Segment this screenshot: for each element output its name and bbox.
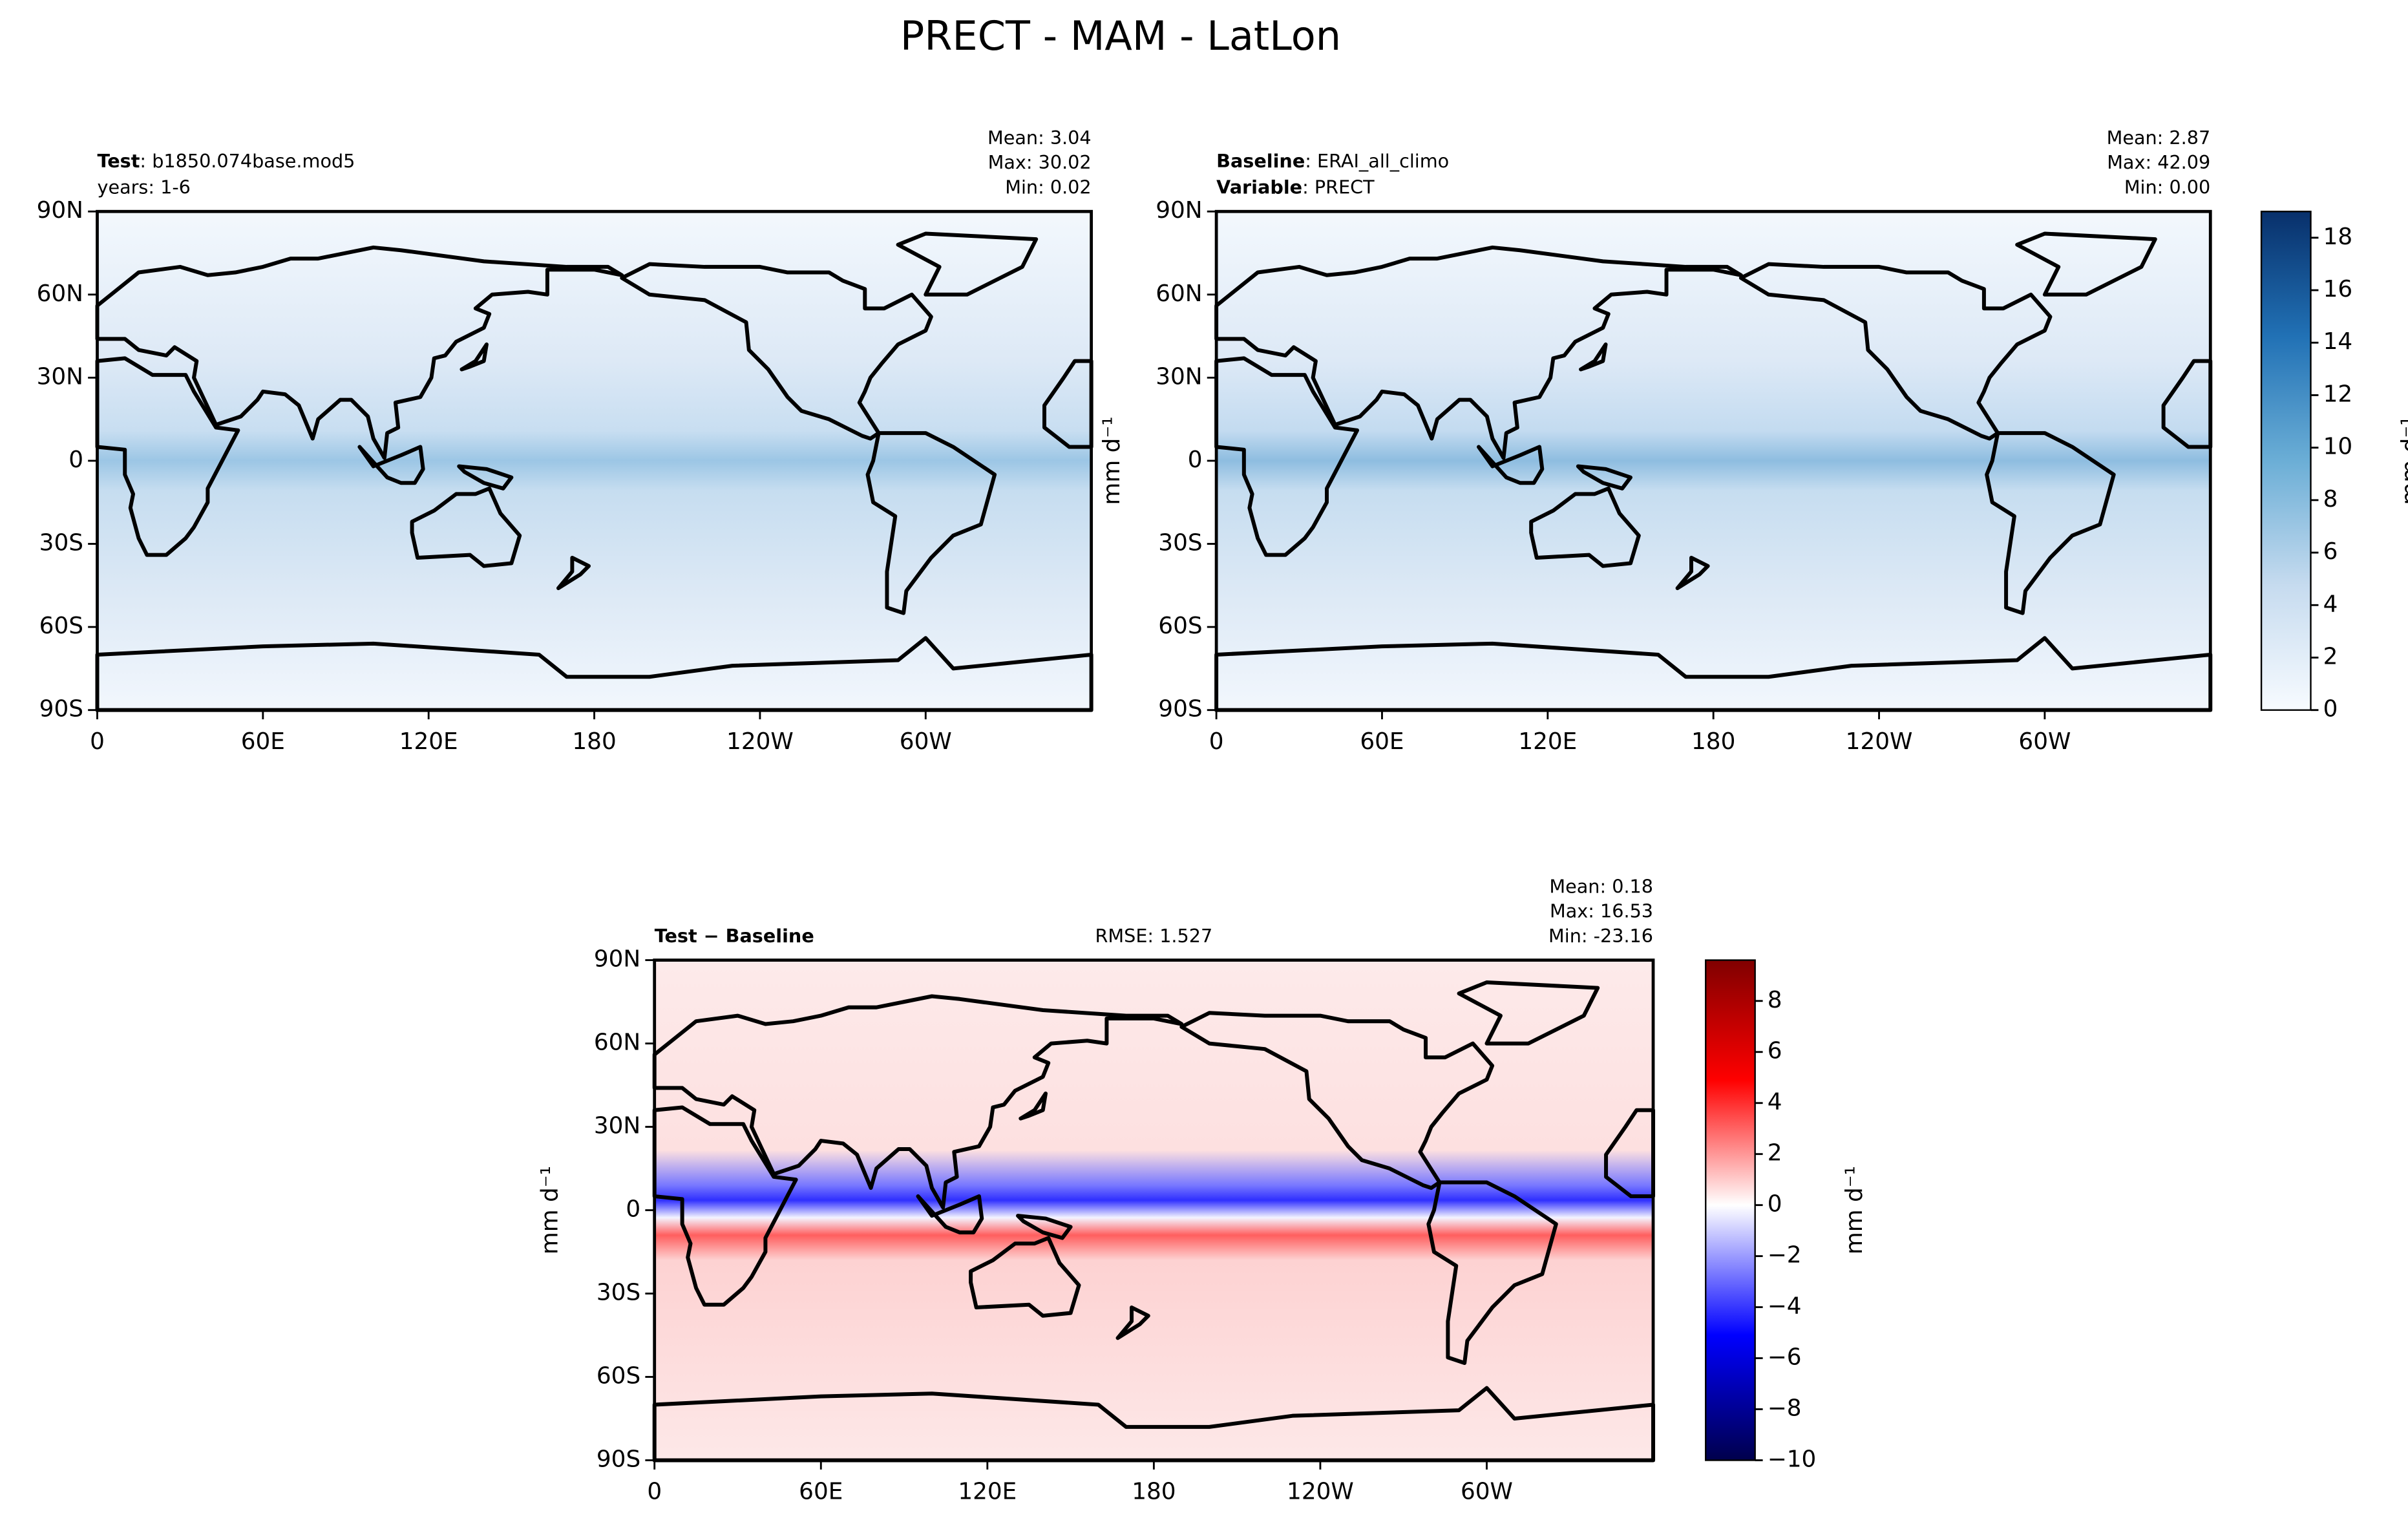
y-tick-label: 30S	[597, 1280, 640, 1306]
y-tick-label: 90S	[39, 696, 83, 723]
colorbar	[2260, 211, 2312, 711]
colorbar-tick-label: −6	[1768, 1344, 1802, 1371]
y-tick-label: 60N	[37, 280, 83, 307]
y-tick-label: 90S	[597, 1446, 640, 1472]
colorbar-tick-label: −8	[1768, 1395, 1802, 1421]
x-tick-label: 60E	[799, 1479, 843, 1505]
y-tick-label: 30S	[1158, 530, 1202, 556]
figure-title: PRECT - MAM - LatLon	[900, 12, 1341, 59]
heading-text: : ERAI_all_climo	[1305, 150, 1449, 172]
heading-bold: Variable	[1216, 176, 1302, 198]
x-tick-label: 180	[1132, 1479, 1176, 1505]
x-tick-label: 0	[1209, 728, 1224, 755]
y-tick-label: 0	[69, 447, 83, 473]
colorbar-tick-label: −10	[1768, 1446, 1817, 1472]
y-tick-label: 60S	[1158, 613, 1202, 639]
heading-bold: Test	[97, 150, 140, 172]
x-tick-label: 60W	[2018, 728, 2071, 755]
heading-text: : PRECT	[1302, 176, 1375, 198]
colorbar-tick-label: 8	[1768, 987, 1782, 1013]
panel-stat: Max: 42.09	[2107, 151, 2210, 173]
colorbar-label: mm d⁻¹	[2397, 416, 2408, 505]
colorbar-tick-label: 4	[2323, 591, 2338, 617]
panel-heading: Test − Baseline	[655, 925, 814, 947]
heading-bold: Baseline	[1216, 150, 1305, 172]
heading-text: years: 1-6	[97, 176, 190, 198]
panel-stat: Max: 16.53	[1550, 900, 1653, 922]
panel-heading: Test: b1850.074base.mod5	[97, 150, 355, 172]
y-tick-label: 30N	[1156, 363, 1202, 390]
colorbar-tick-label: 6	[2323, 538, 2338, 565]
panel-heading: years: 1-6	[97, 176, 190, 198]
x-tick-label: 60E	[1360, 728, 1404, 755]
colorbar	[1705, 959, 1756, 1461]
colorbar-tick-label: 4	[1768, 1089, 1782, 1115]
y-tick-label: 60S	[39, 613, 83, 639]
x-tick-label: 60E	[241, 728, 285, 755]
x-tick-label: 60W	[1461, 1479, 1513, 1505]
x-tick-label: 60W	[900, 728, 952, 755]
y-tick-label: 60S	[597, 1362, 640, 1389]
x-tick-label: 120W	[1846, 728, 1913, 755]
colorbar-tick-label: 16	[2323, 276, 2353, 302]
colorbar-tick-label: −4	[1768, 1293, 1802, 1320]
y-tick-label: 30N	[594, 1113, 640, 1139]
colorbar-tick-label: 10	[2323, 434, 2353, 460]
y-tick-label: 30S	[39, 530, 83, 556]
heading-text: : b1850.074base.mod5	[140, 150, 355, 172]
colorbar-tick-label: 14	[2323, 328, 2353, 355]
panel-rmse: RMSE: 1.527	[1095, 925, 1213, 947]
colorbar-tick-label: −2	[1768, 1242, 1802, 1269]
panel-stat: Min: 0.02	[1005, 176, 1091, 198]
map-field	[97, 211, 1092, 710]
panel-stat: Mean: 0.18	[1549, 875, 1653, 897]
map-field	[654, 960, 1654, 1461]
y-axis-label: mm d⁻¹	[1099, 416, 1125, 505]
panel-stat: Min: -23.16	[1548, 925, 1653, 947]
x-tick-label: 120E	[1518, 728, 1577, 755]
x-tick-label: 180	[572, 728, 616, 755]
x-tick-label: 120W	[1287, 1479, 1354, 1505]
x-tick-label: 120E	[958, 1479, 1017, 1505]
x-tick-label: 120E	[399, 728, 458, 755]
panel-stat: Mean: 3.04	[987, 127, 1092, 149]
x-tick-label: 180	[1691, 728, 1735, 755]
y-tick-label: 90N	[1156, 197, 1202, 224]
colorbar-tick-label: 12	[2323, 381, 2353, 407]
y-tick-label: 30N	[37, 363, 83, 390]
colorbar-tick-label: 0	[2323, 696, 2338, 723]
y-tick-label: 60N	[1156, 280, 1202, 307]
panel-stat: Max: 30.02	[988, 151, 1092, 173]
y-axis-label: mm d⁻¹	[537, 1166, 564, 1254]
colorbar-label: mm d⁻¹	[1841, 1166, 1868, 1254]
panel-stat: Mean: 2.87	[2107, 127, 2211, 149]
colorbar-tick-label: 18	[2323, 224, 2353, 250]
x-tick-label: 0	[647, 1479, 662, 1505]
y-tick-label: 90N	[37, 197, 83, 224]
panel-heading: Variable: PRECT	[1216, 176, 1375, 198]
colorbar-tick-label: 0	[1768, 1191, 1782, 1218]
y-tick-label: 90S	[1158, 696, 1202, 723]
panel-stat: Min: 0.00	[2124, 176, 2210, 198]
x-tick-label: 120W	[726, 728, 794, 755]
map-field	[1216, 211, 2211, 710]
colorbar-tick-label: 2	[2323, 643, 2338, 670]
colorbar-tick-label: 6	[1768, 1038, 1782, 1064]
colorbar-tick-label: 8	[2323, 486, 2338, 513]
y-tick-label: 60N	[594, 1030, 640, 1056]
x-tick-label: 0	[90, 728, 105, 755]
colorbar-tick-label: 2	[1768, 1140, 1782, 1167]
y-tick-label: 0	[1188, 447, 1203, 473]
y-tick-label: 90N	[594, 946, 640, 973]
y-tick-label: 0	[626, 1196, 640, 1223]
heading-bold: Test − Baseline	[655, 925, 814, 947]
panel-heading: Baseline: ERAI_all_climo	[1216, 150, 1449, 172]
